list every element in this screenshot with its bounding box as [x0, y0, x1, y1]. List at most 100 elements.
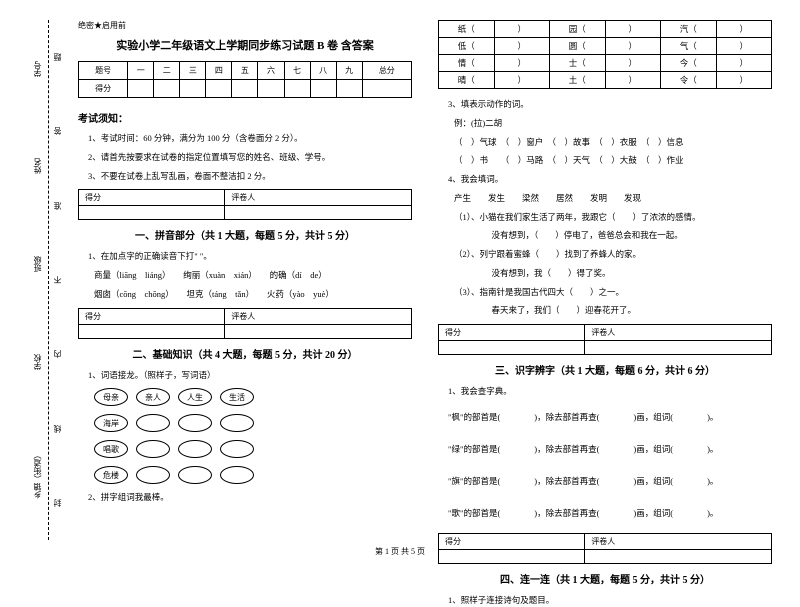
- char-cell[interactable]: ）: [494, 38, 550, 55]
- oval-word: 唱歌: [94, 440, 128, 458]
- char-cell[interactable]: ）: [605, 55, 661, 72]
- char-cell[interactable]: ）: [716, 38, 772, 55]
- char-cell[interactable]: ）: [716, 72, 772, 89]
- char-cell: 气（: [661, 38, 717, 55]
- oval-row: 危楼: [94, 466, 412, 484]
- sec2-q4-item: （1）、小猫在我们家生活了两年，我跟它（ ）了浓浓的感情。: [454, 211, 772, 224]
- mini-cell: 得分: [79, 190, 225, 206]
- oval-blank[interactable]: [220, 440, 254, 458]
- binding-label: 学校: [32, 354, 43, 370]
- binding-note: 内: [52, 350, 63, 358]
- score-cell[interactable]: [284, 80, 310, 98]
- char-cell[interactable]: ）: [494, 55, 550, 72]
- char-row: 情（） 士（） 今（）: [439, 55, 772, 72]
- oval-word: 生活: [220, 388, 254, 406]
- page-footer: 第 1 页 共 5 页: [0, 546, 800, 557]
- char-cell: 汽（: [661, 21, 717, 38]
- score-cell: 一: [128, 62, 154, 80]
- sec3-line: "旗"的部首是( )，除去部首再查( )画，组词( )。: [448, 475, 772, 487]
- score-cell[interactable]: [258, 80, 284, 98]
- oval-blank[interactable]: [178, 440, 212, 458]
- score-table: 题号 一 二 三 四 五 六 七 八 九 总分 得分: [78, 61, 412, 98]
- binding-label: 学号: [32, 61, 43, 77]
- score-value-row: 得分: [79, 80, 412, 98]
- grade-mini-table: 得分 评卷人: [78, 189, 412, 220]
- mini-cell: 评卷人: [585, 325, 772, 341]
- mini-cell[interactable]: [585, 341, 772, 355]
- char-cell: 圆（: [550, 38, 606, 55]
- score-cell: 九: [336, 62, 362, 80]
- char-cell[interactable]: ）: [605, 21, 661, 38]
- sec2-q3: 3、填表示动作的词。: [448, 98, 772, 111]
- sec2-q4-item: （3）、指南针是我国古代四大（ ）之一。: [454, 286, 772, 299]
- notice-line: 2、请首先按要求在试卷的指定位置填写您的姓名、班级、学号。: [88, 151, 412, 164]
- score-cell: 五: [232, 62, 258, 80]
- char-cell: 低（: [439, 38, 495, 55]
- oval-blank[interactable]: [220, 466, 254, 484]
- score-cell[interactable]: [154, 80, 180, 98]
- sec2-q4-item: （2）、列宁跟着蜜蜂（ ）找到了养蜂人的家。: [454, 248, 772, 261]
- oval-blank[interactable]: [178, 466, 212, 484]
- sec3-question: 1、我会查字典。: [448, 385, 772, 398]
- char-cell[interactable]: ）: [605, 72, 661, 89]
- oval-row: 唱歌: [94, 440, 412, 458]
- char-cell[interactable]: ）: [494, 21, 550, 38]
- oval-word: 母亲: [94, 388, 128, 406]
- score-cell[interactable]: [336, 80, 362, 98]
- char-cell: 纸（: [439, 21, 495, 38]
- char-cell[interactable]: ）: [605, 38, 661, 55]
- sec2-q3-line: （ ）气球 （ ）窗户 （ ）故事 （ ）衣服 （ ）信息: [454, 136, 772, 149]
- section1-title: 一、拼音部分（共 1 大题，每题 5 分，共计 5 分）: [78, 227, 412, 242]
- notice-line: 1、考试时间：60 分钟，满分为 100 分（含卷面分 2 分）。: [88, 132, 412, 145]
- mini-cell: 评卷人: [225, 308, 412, 324]
- mini-cell[interactable]: [79, 324, 225, 338]
- sec3-line: "绿"的部首是( )，除去部首再查( )画，组词( )。: [448, 443, 772, 455]
- binding-note: 题: [52, 53, 63, 61]
- section3-title: 三、识字辨字（共 1 大题，每题 6 分，共计 6 分）: [438, 362, 772, 377]
- score-cell: 得分: [79, 80, 128, 98]
- oval-blank[interactable]: [220, 414, 254, 432]
- score-cell[interactable]: [206, 80, 232, 98]
- sec1-line: 烟囱（cōng chōng） 坦克（táng tǎn） 火药（yào yuè）: [94, 288, 412, 301]
- score-cell: 三: [180, 62, 206, 80]
- sec2-q3-example: 例：(拉)二胡: [454, 117, 772, 130]
- sec2-q2: 2、拼字组词我最棒。: [88, 491, 412, 504]
- binding-label: 姓名: [32, 158, 43, 174]
- score-cell: 四: [206, 62, 232, 80]
- score-cell[interactable]: [232, 80, 258, 98]
- score-cell[interactable]: [310, 80, 336, 98]
- paper-title: 实验小学二年级语文上学期同步练习试题 B 卷 含答案: [78, 37, 412, 53]
- sec1-line: 商量（liāng liáng） 绚丽（xuàn xián） 的确（dí de）: [94, 269, 412, 282]
- char-cell: 晴（: [439, 72, 495, 89]
- oval-blank[interactable]: [136, 440, 170, 458]
- sec1-question: 1、在加点字的正确读音下打" "。: [88, 250, 412, 263]
- binding-note: 线: [52, 425, 63, 433]
- grade-mini-table: 得分 评卷人: [438, 324, 772, 355]
- mini-cell[interactable]: [439, 341, 585, 355]
- score-cell[interactable]: [180, 80, 206, 98]
- oval-blank[interactable]: [136, 414, 170, 432]
- sec4-question: 1、照样子连接诗句及题目。: [448, 594, 772, 607]
- oval-blank[interactable]: [178, 414, 212, 432]
- oval-blank[interactable]: [136, 466, 170, 484]
- binding-label: 班级: [32, 256, 43, 272]
- section2-title: 二、基础知识（共 4 大题，每题 5 分，共计 20 分）: [78, 346, 412, 361]
- char-cell[interactable]: ）: [494, 72, 550, 89]
- score-cell: 总分: [362, 62, 411, 80]
- score-cell[interactable]: [128, 80, 154, 98]
- mini-cell: 得分: [439, 325, 585, 341]
- mini-cell[interactable]: [79, 206, 225, 220]
- mini-cell[interactable]: [225, 206, 412, 220]
- oval-word: 人生: [178, 388, 212, 406]
- score-cell[interactable]: [362, 80, 411, 98]
- oval-row: 海岸: [94, 414, 412, 432]
- char-cell[interactable]: ）: [716, 55, 772, 72]
- score-header-row: 题号 一 二 三 四 五 六 七 八 九 总分: [79, 62, 412, 80]
- char-cell: 士（: [550, 55, 606, 72]
- sec3-line: "枫"的部首是( )，除去部首再查( )画，组词( )。: [448, 411, 772, 423]
- mini-cell[interactable]: [225, 324, 412, 338]
- score-cell: 八: [310, 62, 336, 80]
- binding-notes: 题 答 准 不 内 线 封: [52, 20, 63, 540]
- char-cell[interactable]: ）: [716, 21, 772, 38]
- score-cell: 七: [284, 62, 310, 80]
